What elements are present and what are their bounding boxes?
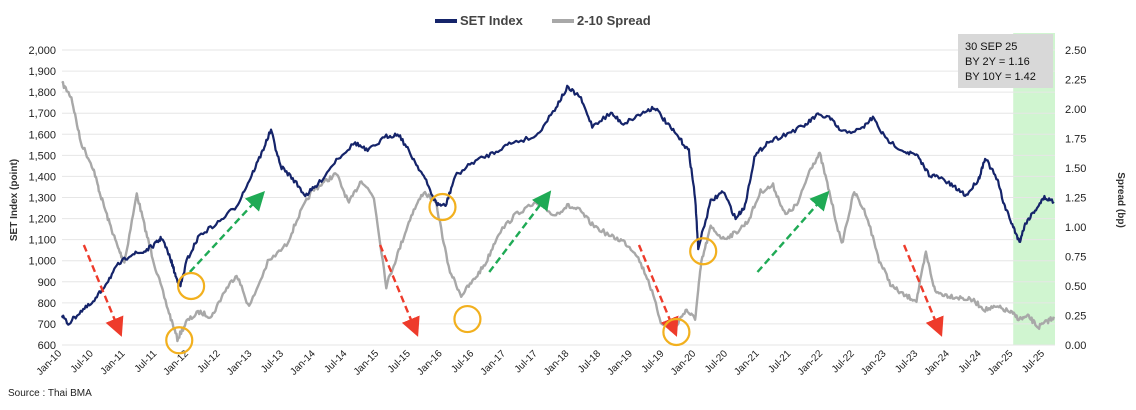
x-tick-label: Jan-25 — [986, 348, 1016, 378]
trend-arrow-up — [756, 190, 830, 273]
y-axis-right-label: Spread (bp) — [1115, 172, 1126, 228]
y-left-tick-label: 1,500 — [28, 150, 56, 162]
x-tick-label: Jul-11 — [133, 348, 160, 375]
highlight-circle — [689, 237, 718, 266]
x-tick-label: Jan-24 — [923, 348, 953, 378]
y-left-tick-label: 1,300 — [28, 193, 56, 205]
y-right-tick-label: 0.00 — [1065, 340, 1086, 352]
x-tick-label: Jan-11 — [99, 348, 128, 377]
x-tick-label: Jul-12 — [196, 348, 223, 375]
x-tick-label: Jul-21 — [766, 348, 793, 375]
y-right-tick-label: 1.25 — [1065, 193, 1086, 205]
x-tick-label: Jan-21 — [732, 348, 762, 378]
x-tick-label: Jul-25 — [1020, 348, 1047, 375]
annotation-by-10y: BY 10Y = 1.42 — [965, 71, 1036, 83]
y-right-tick-label: 2.50 — [1065, 45, 1086, 57]
x-tick-label: Jan-16 — [415, 348, 445, 378]
x-tick-label: Jul-22 — [830, 348, 857, 375]
trend-arrow-up — [488, 190, 552, 273]
x-tick-label: Jul-14 — [322, 348, 349, 375]
x-tick-label: Jul-19 — [640, 348, 667, 375]
y-left-tick-label: 1,200 — [28, 214, 56, 226]
x-tick-label: Jan-22 — [796, 348, 826, 378]
x-tick-label: Jan-19 — [605, 348, 635, 378]
highlight-circle — [428, 192, 457, 222]
annotation-date: 30 SEP 25 — [965, 41, 1017, 53]
x-tick-label: Jan-14 — [288, 348, 318, 378]
x-tick-label: Jul-13 — [259, 348, 286, 375]
x-tick-label: Jul-20 — [703, 348, 730, 375]
y-left-tick-label: 600 — [38, 340, 56, 352]
annotation-box: 30 SEP 25 BY 2Y = 1.16 BY 10Y = 1.42 — [958, 34, 1053, 88]
y-left-tick-label: 1,000 — [28, 256, 56, 268]
trend-arrow-down — [902, 244, 944, 337]
x-tick-label: Jul-15 — [386, 348, 413, 375]
legend: SET Index 2-10 Spread — [435, 13, 651, 28]
y-left-tick-label: 1,400 — [28, 171, 56, 183]
y-right-tick-label: 1.50 — [1065, 163, 1086, 175]
x-tick-label: Jul-17 — [513, 348, 540, 375]
y-right-tick-label: 0.50 — [1065, 281, 1086, 293]
y-left-tick-label: 900 — [38, 277, 56, 289]
x-tick-label: Jul-23 — [893, 348, 920, 375]
y-left-tick-label: 1,800 — [28, 87, 56, 99]
y-left-tick-label: 1,600 — [28, 129, 56, 141]
y-right-tick-label: 0.25 — [1065, 311, 1086, 323]
source-note: Source : Thai BMA — [8, 388, 92, 399]
y-left-tick-label: 1,700 — [28, 108, 56, 120]
highlight-circle — [453, 304, 482, 334]
x-tick-label: Jan-10 — [35, 348, 65, 378]
y-right-tick-label: 2.00 — [1065, 104, 1086, 116]
y-left-tick-label: 800 — [38, 298, 56, 310]
y-left-tick-label: 1,900 — [28, 66, 56, 78]
y-axis-left-label: SET Index (point) — [9, 159, 20, 241]
y-left-tick-label: 700 — [38, 319, 56, 331]
annotation-by-2y: BY 2Y = 1.16 — [965, 56, 1030, 68]
x-tick-label: Jul-18 — [576, 348, 603, 375]
trend-arrow-down — [82, 244, 124, 337]
y-right-tick-label: 0.75 — [1065, 252, 1086, 264]
x-tick-label: Jan-18 — [542, 348, 572, 378]
x-tick-label: Jul-10 — [69, 348, 96, 375]
x-tick-label: Jan-20 — [669, 348, 699, 378]
annotation-background — [958, 34, 1053, 88]
series-line-spread — [61, 80, 1055, 343]
highlight-circle — [177, 271, 206, 301]
series-line-set-index — [60, 84, 1055, 326]
x-tick-label: Jan-15 — [352, 348, 382, 378]
y-left-tick-label: 1,100 — [28, 235, 56, 247]
x-tick-label: Jan-23 — [859, 348, 889, 378]
x-tick-label: Jul-24 — [957, 348, 984, 375]
trend-arrow-down — [379, 244, 420, 337]
highlight-circle — [165, 326, 194, 355]
x-tick-label: Jan-17 — [479, 348, 509, 378]
y-right-tick-label: 1.75 — [1065, 134, 1086, 146]
trend-arrow-down — [637, 244, 679, 337]
y-left-tick-label: 2,000 — [28, 45, 56, 57]
y-right-tick-label: 2.25 — [1065, 75, 1086, 87]
x-tick-label: Jan-13 — [225, 348, 255, 378]
legend-label-set-index: SET Index — [460, 13, 524, 28]
highlight-circle — [662, 317, 691, 347]
x-tick-label: Jul-16 — [449, 348, 476, 375]
trend-arrow-up — [188, 190, 266, 273]
y-right-tick-label: 1.00 — [1065, 222, 1086, 234]
legend-label-spread: 2-10 Spread — [577, 13, 651, 28]
